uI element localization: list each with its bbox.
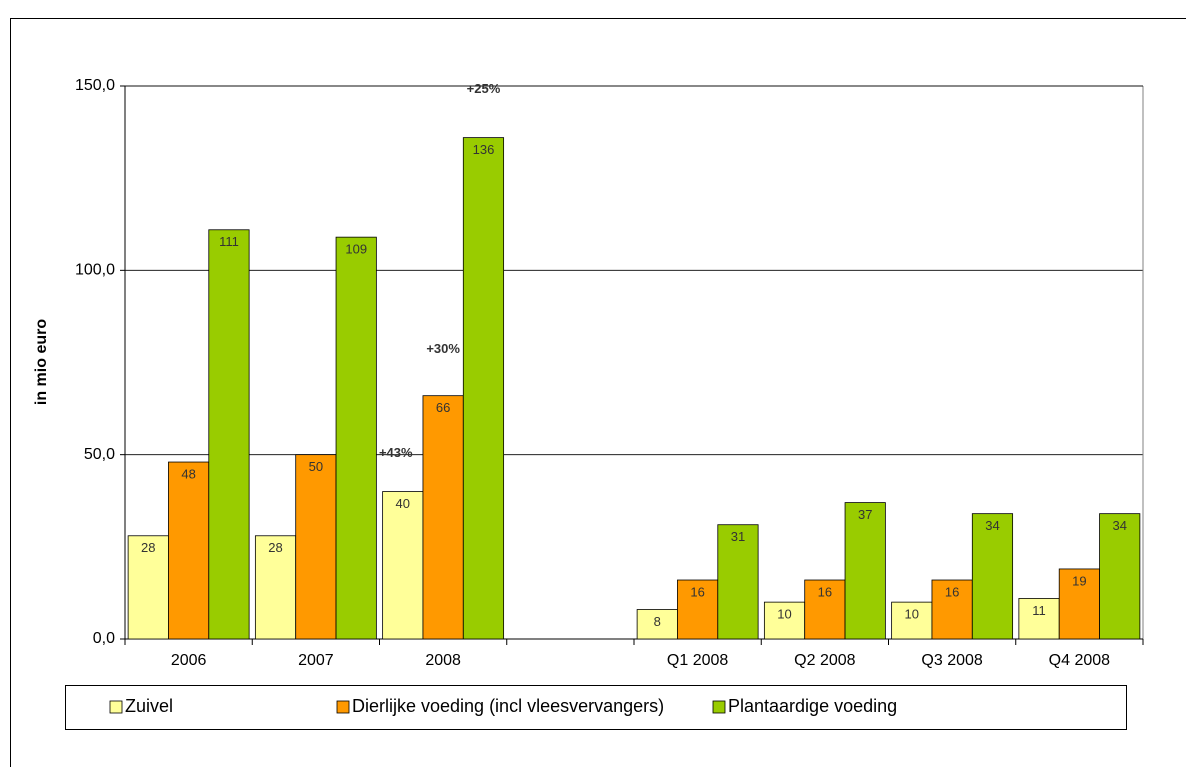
bar (462, 137, 505, 640)
y-tick-label: 150,0 (75, 77, 115, 94)
value-label: 28 (268, 540, 282, 555)
value-label: 111 (219, 234, 239, 249)
bar (127, 535, 169, 640)
x-tick-label: 2008 (425, 652, 461, 669)
bar (208, 229, 250, 640)
value-label: 16 (818, 584, 832, 599)
value-label: 40 (396, 496, 410, 511)
annotation: +25% (467, 81, 501, 96)
value-label: 11 (1032, 603, 1046, 618)
bar (1058, 568, 1100, 640)
value-label: 31 (731, 529, 745, 544)
legend-label: Zuivel (125, 696, 173, 716)
bar (168, 461, 210, 640)
bar (1018, 598, 1060, 640)
x-tick-label: Q1 2008 (667, 652, 728, 669)
bar (804, 579, 846, 640)
value-label: 10 (777, 607, 791, 622)
x-tick-label: Q4 2008 (1049, 652, 1110, 669)
value-label: 34 (985, 518, 999, 533)
value-label: 109 (345, 242, 367, 257)
legend-swatch (712, 700, 726, 714)
x-tick-label: 2006 (171, 652, 207, 669)
x-tick-label: Q3 2008 (921, 652, 982, 669)
bar (295, 454, 337, 640)
bar (931, 579, 973, 640)
legend-label: Dierlijke voeding (incl vleesvervangers) (352, 696, 664, 716)
bar (891, 601, 933, 640)
value-label: 136 (473, 142, 495, 157)
value-label: 37 (858, 507, 872, 522)
legend-swatch (336, 700, 350, 714)
value-label: 19 (1072, 573, 1086, 588)
legend-label: Plantaardige voeding (728, 696, 897, 716)
y-axis-label: in mio euro (33, 319, 50, 405)
chart-frame (10, 18, 1186, 767)
value-label: 10 (905, 607, 919, 622)
bar (1099, 513, 1141, 640)
bar (763, 601, 806, 640)
y-tick-label: 100,0 (75, 262, 115, 279)
bar (677, 579, 719, 640)
bar (335, 236, 377, 640)
y-tick-label: 50,0 (84, 446, 115, 463)
value-label: 28 (141, 540, 155, 555)
bar (382, 491, 424, 640)
bar (717, 524, 759, 640)
x-tick-label: 2007 (298, 652, 334, 669)
value-label: 48 (181, 466, 195, 481)
legend-swatch (109, 700, 123, 714)
value-label: 8 (654, 614, 661, 629)
value-label: 16 (945, 584, 959, 599)
bar (422, 395, 464, 640)
x-tick-label: Q2 2008 (794, 652, 855, 669)
value-label: 50 (309, 459, 323, 474)
annotation: +30% (426, 341, 460, 356)
legend-box (65, 685, 1127, 730)
annotation: +43% (379, 445, 413, 460)
value-label: 16 (690, 584, 704, 599)
value-label: 34 (1112, 518, 1126, 533)
bar (254, 535, 297, 640)
bar (844, 502, 886, 640)
bar (636, 609, 678, 640)
y-tick-label: 0,0 (93, 630, 115, 647)
value-label: 66 (436, 400, 450, 415)
bar (971, 513, 1014, 640)
